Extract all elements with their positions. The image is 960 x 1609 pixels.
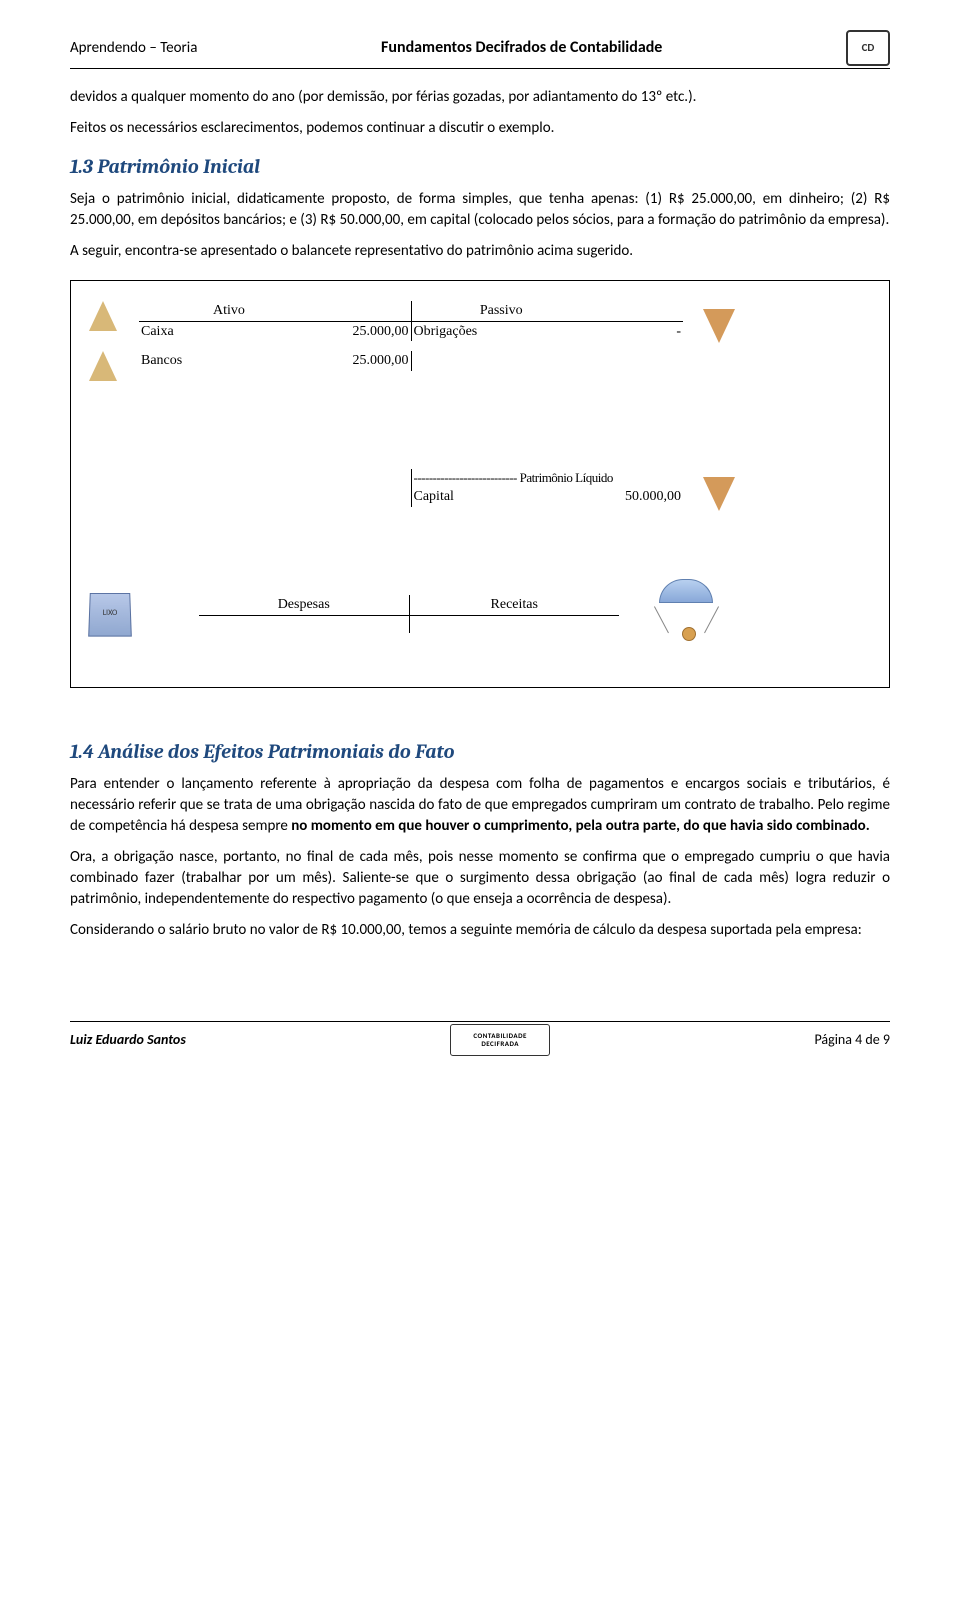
page-header: Aprendendo – Teoria Fundamentos Decifrad… bbox=[70, 30, 890, 69]
pl-table: --------------------------- Patrimônio L… bbox=[139, 469, 683, 507]
bancos-value: 25.000,00 bbox=[319, 351, 411, 371]
paragraph-6: Ora, a obrigação nasce, portanto, no fin… bbox=[70, 847, 890, 910]
balancete-despesas-receitas-row: LIXO Despesas Receitas bbox=[89, 579, 871, 649]
triangle-up-icon bbox=[89, 301, 139, 331]
cone-down-icon bbox=[703, 301, 735, 343]
section-heading-1-3: 1.3 Patrimônio Inicial bbox=[70, 153, 890, 181]
caixa-label: Caixa bbox=[139, 321, 319, 341]
ativo-header: Ativo bbox=[139, 301, 319, 321]
obrigacoes-value: - bbox=[591, 321, 683, 341]
receitas-header: Receitas bbox=[409, 595, 619, 615]
cone-down-icon bbox=[703, 469, 735, 511]
paragraph-2: Feitos os necessários esclarecimentos, p… bbox=[70, 118, 890, 139]
balancete-ativo-passivo-row: Ativo Passivo Caixa 25.000,00 Obrigações… bbox=[89, 301, 871, 343]
header-logo-icon: CD bbox=[846, 30, 890, 66]
bancos-label: Bancos bbox=[139, 351, 319, 371]
footer-logo-icon: CONTABILIDADE DECIFRADA bbox=[450, 1024, 550, 1056]
capital-label: Capital bbox=[411, 487, 591, 507]
paragraph-5: Para entender o lançamento referente à a… bbox=[70, 774, 890, 837]
triangle-up-icon bbox=[89, 351, 139, 381]
trash-box-icon: LIXO bbox=[89, 592, 139, 636]
balancete-container: Ativo Passivo Caixa 25.000,00 Obrigações… bbox=[70, 280, 890, 688]
balancete-pl-row: --------------------------- Patrimônio L… bbox=[89, 469, 871, 511]
paragraph-3: Seja o patrimônio inicial, didaticamente… bbox=[70, 189, 890, 231]
bancos-table: Bancos 25.000,00 bbox=[139, 351, 683, 371]
pl-divider-label: --------------------------- Patrimônio L… bbox=[411, 469, 683, 487]
ativo-passivo-table: Ativo Passivo Caixa 25.000,00 Obrigações… bbox=[139, 301, 683, 341]
paragraph-4: A seguir, encontra-se apresentado o bala… bbox=[70, 241, 890, 262]
parachute-icon bbox=[659, 579, 719, 649]
paragraph-7: Considerando o salário bruto no valor de… bbox=[70, 920, 890, 941]
header-left-text: Aprendendo – Teoria bbox=[70, 38, 197, 59]
caixa-value: 25.000,00 bbox=[319, 321, 411, 341]
section-heading-1-4: 1.4 Análise dos Efeitos Patrimoniais do … bbox=[70, 738, 890, 766]
despesas-header: Despesas bbox=[199, 595, 409, 615]
footer-page-number: Página 4 de 9 bbox=[814, 1030, 890, 1050]
paragraph-1: devidos a qualquer momento do ano (por d… bbox=[70, 87, 890, 108]
despesas-receitas-table: Despesas Receitas bbox=[199, 595, 619, 633]
passivo-header: Passivo bbox=[411, 301, 591, 321]
page-footer: Luiz Eduardo Santos CONTABILIDADE DECIFR… bbox=[70, 1021, 890, 1056]
obrigacoes-label: Obrigações bbox=[411, 321, 591, 341]
footer-author: Luiz Eduardo Santos bbox=[70, 1030, 186, 1050]
header-center-title: Fundamentos Decifrados de Contabilidade bbox=[381, 37, 662, 59]
capital-value: 50.000,00 bbox=[591, 487, 683, 507]
balancete-bancos-row: Bancos 25.000,00 bbox=[89, 351, 871, 381]
